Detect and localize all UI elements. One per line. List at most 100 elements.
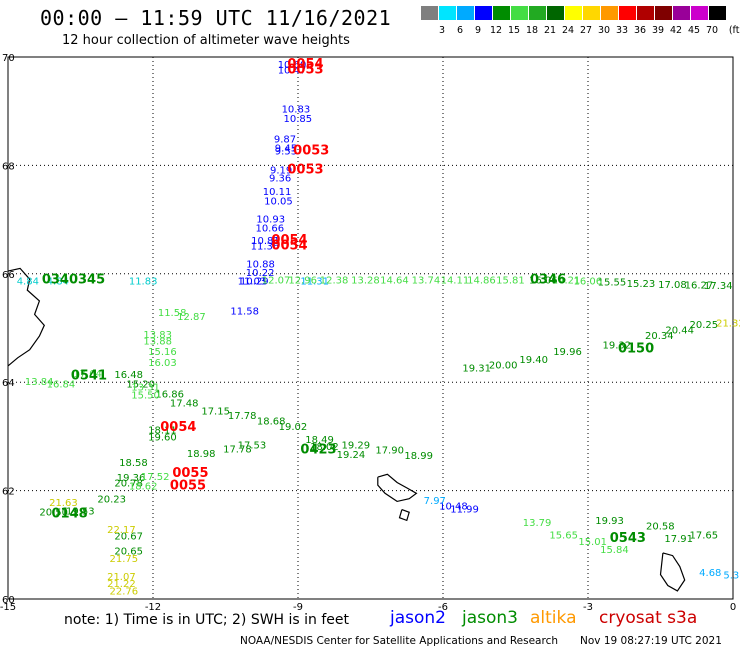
- data-point-label: 13.83: [143, 330, 172, 341]
- data-point-label: 20.67: [114, 531, 143, 542]
- legend-label: 36: [633, 25, 647, 36]
- pass-label: 0346: [530, 273, 566, 288]
- data-point-label: 18.98: [187, 449, 216, 460]
- data-point-label: 10.93: [256, 214, 285, 225]
- footnote: note: 1) Time is in UTC; 2) SWH is in fe…: [64, 612, 350, 628]
- data-point-label: 10.81: [251, 236, 280, 247]
- data-point-label: 9.53: [275, 147, 297, 158]
- data-point-label: 18.99: [404, 451, 433, 462]
- legend-swatch: [511, 6, 528, 20]
- data-point-label: 0055: [172, 466, 208, 481]
- data-point-label: 10.05: [264, 196, 293, 207]
- legend-label: 15: [507, 25, 521, 36]
- satellite-label: jason3: [462, 608, 518, 628]
- data-point-label: 0053: [287, 62, 323, 77]
- data-point-label: 20.44: [665, 325, 694, 336]
- legend-swatch: [529, 6, 546, 20]
- data-point-label: 19.36: [117, 473, 146, 484]
- y-tick-label: 64: [2, 378, 15, 389]
- data-point-label: 21.07: [107, 572, 136, 583]
- data-point-label: 13.74: [412, 276, 441, 287]
- data-point-label: 20.78: [114, 478, 143, 489]
- data-point-label: 11.58: [158, 308, 187, 319]
- legend-swatch: [637, 6, 654, 20]
- legend-label: 3: [438, 25, 446, 36]
- data-point-label: 22.17: [107, 525, 136, 536]
- data-point-label: 19.93: [595, 516, 624, 527]
- coastline: [377, 473, 418, 503]
- data-point-label: 4.84: [47, 277, 69, 288]
- x-tick-label: -12: [145, 602, 161, 613]
- data-point-label: 10.83: [282, 104, 311, 115]
- data-point-label: 10.60: [278, 60, 307, 71]
- data-point-label: 19.40: [519, 355, 548, 366]
- legend-swatch: [583, 6, 600, 20]
- legend-label: 27: [579, 25, 593, 36]
- data-point-label: 4.84: [17, 277, 39, 288]
- data-point-label: 17.52: [141, 472, 170, 483]
- x-tick-label: -9: [293, 602, 303, 613]
- legend-swatch: [655, 6, 672, 20]
- data-point-label: 11.58: [230, 306, 259, 317]
- data-point-label: 16.06: [529, 276, 558, 287]
- legend-swatch: [673, 6, 690, 20]
- x-tick-label: -15: [0, 602, 16, 613]
- data-point-label: 12.38: [320, 276, 349, 287]
- data-point-label: 19.24: [337, 450, 366, 461]
- data-point-label: 21.63: [49, 498, 78, 509]
- data-point-label: 13.28: [351, 276, 380, 287]
- legend-label: 12: [489, 25, 503, 36]
- data-point-label: 0054: [271, 238, 307, 253]
- data-point-label: 22.76: [110, 587, 139, 598]
- data-point-label: 14.21: [552, 276, 581, 287]
- data-point-label: 11.83: [129, 277, 158, 288]
- data-point-label: 19.02: [279, 422, 308, 433]
- generation-timestamp: Nov 19 08:27:19 UTC 2021: [580, 635, 722, 647]
- data-point-label: 10.22: [246, 268, 275, 279]
- data-point-label: 16.27: [685, 280, 714, 291]
- credit-text: NOAA/NESDIS Center for Satellite Applica…: [240, 635, 558, 647]
- data-point-label: 20.58: [646, 522, 675, 533]
- pass-label: 0340345: [42, 273, 105, 288]
- data-point-label: 10.85: [284, 114, 313, 125]
- data-point-label: 18.11: [148, 426, 177, 437]
- data-point-label: 21.75: [110, 554, 139, 565]
- legend-label: 18: [525, 25, 539, 36]
- legend-swatch: [493, 6, 510, 20]
- legend-swatch: [565, 6, 582, 20]
- data-point-label: 16.84: [47, 380, 76, 391]
- legend-label: 9: [474, 25, 482, 36]
- data-point-label: 9.87: [274, 135, 296, 146]
- data-point-label: 17.08: [658, 280, 687, 291]
- pass-label: 0148: [52, 507, 88, 522]
- data-point-label: 18.02: [310, 442, 339, 453]
- y-tick-label: 60: [2, 595, 15, 606]
- data-point-label: 17.90: [375, 446, 404, 457]
- data-point-label: 14.86: [467, 276, 496, 287]
- data-point-label: 20.65: [114, 547, 143, 558]
- y-tick-label: 70: [2, 53, 15, 64]
- data-point-label: 4.68: [699, 568, 721, 579]
- data-point-label: 21.22: [107, 579, 136, 590]
- data-point-label: 13.84: [25, 377, 54, 388]
- data-point-label: 0055: [170, 479, 206, 494]
- data-point-label: 0054: [287, 57, 323, 72]
- legend-label: 33: [615, 25, 629, 36]
- legend-label: 21: [543, 25, 557, 36]
- data-point-label: 16.86: [155, 389, 184, 400]
- pass-label: 0423: [300, 443, 336, 458]
- data-point-label: 10.47: [278, 65, 307, 76]
- data-point-label: 18.62: [129, 482, 158, 493]
- legend-swatch: [601, 6, 618, 20]
- data-point-label: 20.25: [690, 320, 719, 331]
- legend-label: 45: [687, 25, 701, 36]
- data-point-label: 20.23: [97, 495, 126, 506]
- legend-swatch: [691, 6, 708, 20]
- data-point-label: 13.31: [131, 382, 160, 393]
- data-point-label: 10.66: [255, 224, 284, 235]
- data-point-label: 14.64: [380, 276, 409, 287]
- data-point-label: 16.03: [148, 358, 177, 369]
- legend-swatch: [457, 6, 474, 20]
- satellite-label: cryosat s3a: [599, 608, 698, 628]
- legend-label: 39: [651, 25, 665, 36]
